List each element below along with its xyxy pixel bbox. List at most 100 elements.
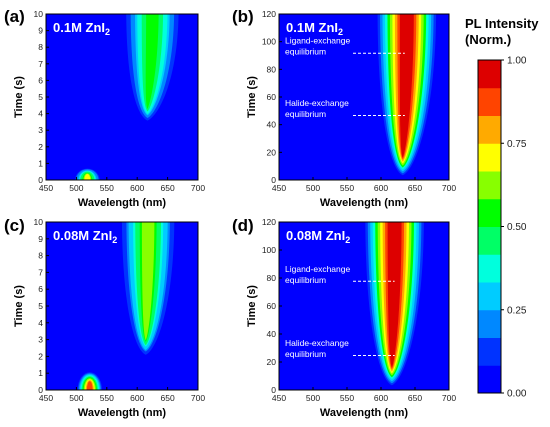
x-tick-label: 550 bbox=[100, 183, 114, 193]
plot-background bbox=[279, 222, 449, 390]
y-tick-label: 0 bbox=[38, 175, 43, 185]
x-axis-label: Wavelength (nm) bbox=[320, 197, 409, 209]
emission-feature bbox=[122, 222, 175, 355]
colorbar-segment bbox=[478, 309, 501, 338]
x-tick-label: 600 bbox=[130, 393, 144, 403]
panel-1: 450 500 550 600 650 700 0 20 40 60 80 100 120 Wavelen… bbox=[232, 7, 456, 209]
y-tick-label: 0 bbox=[271, 175, 276, 185]
y-tick-label: 10 bbox=[34, 217, 44, 227]
colorbar-tick-label: 0.25 bbox=[507, 305, 527, 316]
colorbar-tick-label: 0.75 bbox=[507, 139, 527, 150]
x-tick-label: 650 bbox=[161, 393, 175, 403]
y-tick-label: 1 bbox=[38, 158, 43, 168]
y-tick-label: 6 bbox=[38, 284, 43, 294]
y-tick-label: 80 bbox=[267, 273, 277, 283]
colorbar-subtitle: (Norm.) bbox=[465, 32, 511, 47]
y-tick-label: 2 bbox=[38, 351, 43, 361]
y-tick-label: 3 bbox=[38, 335, 43, 345]
x-tick-label: 450 bbox=[272, 183, 286, 193]
y-tick-label: 7 bbox=[38, 59, 43, 69]
contour-level bbox=[145, 14, 159, 109]
y-tick-label: 2 bbox=[38, 142, 43, 152]
x-tick-label: 500 bbox=[69, 393, 83, 403]
x-tick-label: 450 bbox=[39, 393, 53, 403]
annotation-text: equilibrium bbox=[285, 47, 326, 57]
y-tick-label: 60 bbox=[267, 92, 277, 102]
y-tick-label: 120 bbox=[262, 9, 276, 19]
y-tick-label: 4 bbox=[38, 318, 43, 328]
x-tick-label: 600 bbox=[374, 393, 388, 403]
x-tick-label: 700 bbox=[191, 393, 205, 403]
x-tick-label: 600 bbox=[130, 183, 144, 193]
y-tick-label: 60 bbox=[267, 301, 277, 311]
contour-level bbox=[387, 222, 402, 368]
colorbar-segment bbox=[478, 198, 501, 227]
colorbar-segment bbox=[478, 60, 501, 89]
concentration-label: 0.1M ZnI2 bbox=[53, 20, 110, 37]
y-tick-label: 0 bbox=[271, 385, 276, 395]
colorbar-segment bbox=[478, 282, 501, 311]
panel-letter: (c) bbox=[4, 216, 25, 235]
x-axis-label: Wavelength (nm) bbox=[78, 197, 167, 209]
x-tick-label: 650 bbox=[408, 183, 422, 193]
y-tick-label: 10 bbox=[34, 9, 44, 19]
y-tick-label: 9 bbox=[38, 234, 43, 244]
y-tick-label: 6 bbox=[38, 75, 43, 85]
colorbar-segment bbox=[478, 143, 501, 172]
y-tick-label: 5 bbox=[38, 92, 43, 102]
emission-feature bbox=[126, 14, 179, 121]
x-axis-label: Wavelength (nm) bbox=[78, 407, 167, 419]
emission-feature bbox=[365, 222, 424, 386]
emission-feature bbox=[77, 372, 103, 390]
emission-feature bbox=[75, 168, 100, 180]
panel-2: 450 500 550 600 650 700 0 1 2 3 4 5 6 7 8 9 10 Wavelength… bbox=[4, 216, 205, 419]
annotation-text: Halide-exchange bbox=[285, 338, 349, 348]
y-tick-label: 20 bbox=[267, 357, 277, 367]
contour-level bbox=[86, 381, 93, 390]
x-tick-label: 650 bbox=[161, 183, 175, 193]
y-tick-label: 40 bbox=[267, 329, 277, 339]
y-axis-label: Time (s) bbox=[13, 76, 25, 118]
panel-letter: (d) bbox=[232, 216, 254, 235]
panel-letter: (b) bbox=[232, 7, 254, 26]
x-tick-label: 500 bbox=[306, 183, 320, 193]
y-tick-label: 20 bbox=[267, 147, 277, 157]
annotation-text: Ligand-exchange bbox=[285, 36, 350, 46]
x-tick-label: 450 bbox=[39, 183, 53, 193]
concentration-label: 0.1M ZnI2 bbox=[286, 20, 343, 37]
x-tick-label: 700 bbox=[442, 393, 456, 403]
annotation-text: equilibrium bbox=[285, 275, 326, 285]
x-tick-label: 550 bbox=[340, 393, 354, 403]
x-tick-label: 500 bbox=[69, 183, 83, 193]
x-tick-label: 550 bbox=[100, 393, 114, 403]
y-tick-label: 40 bbox=[267, 120, 277, 130]
colorbar-segment bbox=[478, 337, 501, 366]
colorbar-tick-label: 0.50 bbox=[507, 222, 527, 233]
x-tick-label: 500 bbox=[306, 393, 320, 403]
x-tick-label: 650 bbox=[408, 393, 422, 403]
y-tick-label: 7 bbox=[38, 267, 43, 277]
colorbar-segment bbox=[478, 171, 501, 200]
colorbar-segment bbox=[478, 365, 501, 394]
x-tick-label: 600 bbox=[374, 183, 388, 193]
y-tick-label: 8 bbox=[38, 42, 43, 52]
y-tick-label: 3 bbox=[38, 125, 43, 135]
x-tick-label: 700 bbox=[442, 183, 456, 193]
contour-level bbox=[399, 14, 414, 158]
contour-level bbox=[141, 222, 155, 341]
annotation-text: Ligand-exchange bbox=[285, 264, 350, 274]
y-tick-label: 100 bbox=[262, 245, 276, 255]
concentration-label: 0.08M ZnI2 bbox=[53, 228, 117, 245]
y-tick-label: 5 bbox=[38, 301, 43, 311]
panel-3: 450 500 550 600 650 700 0 20 40 60 80 100 120 Wavelen… bbox=[232, 216, 456, 419]
annotation-text: Halide-exchange bbox=[285, 98, 349, 108]
y-tick-label: 4 bbox=[38, 109, 43, 119]
colorbar-segment bbox=[478, 254, 501, 283]
y-tick-label: 8 bbox=[38, 251, 43, 261]
colorbar-segment bbox=[478, 87, 501, 116]
